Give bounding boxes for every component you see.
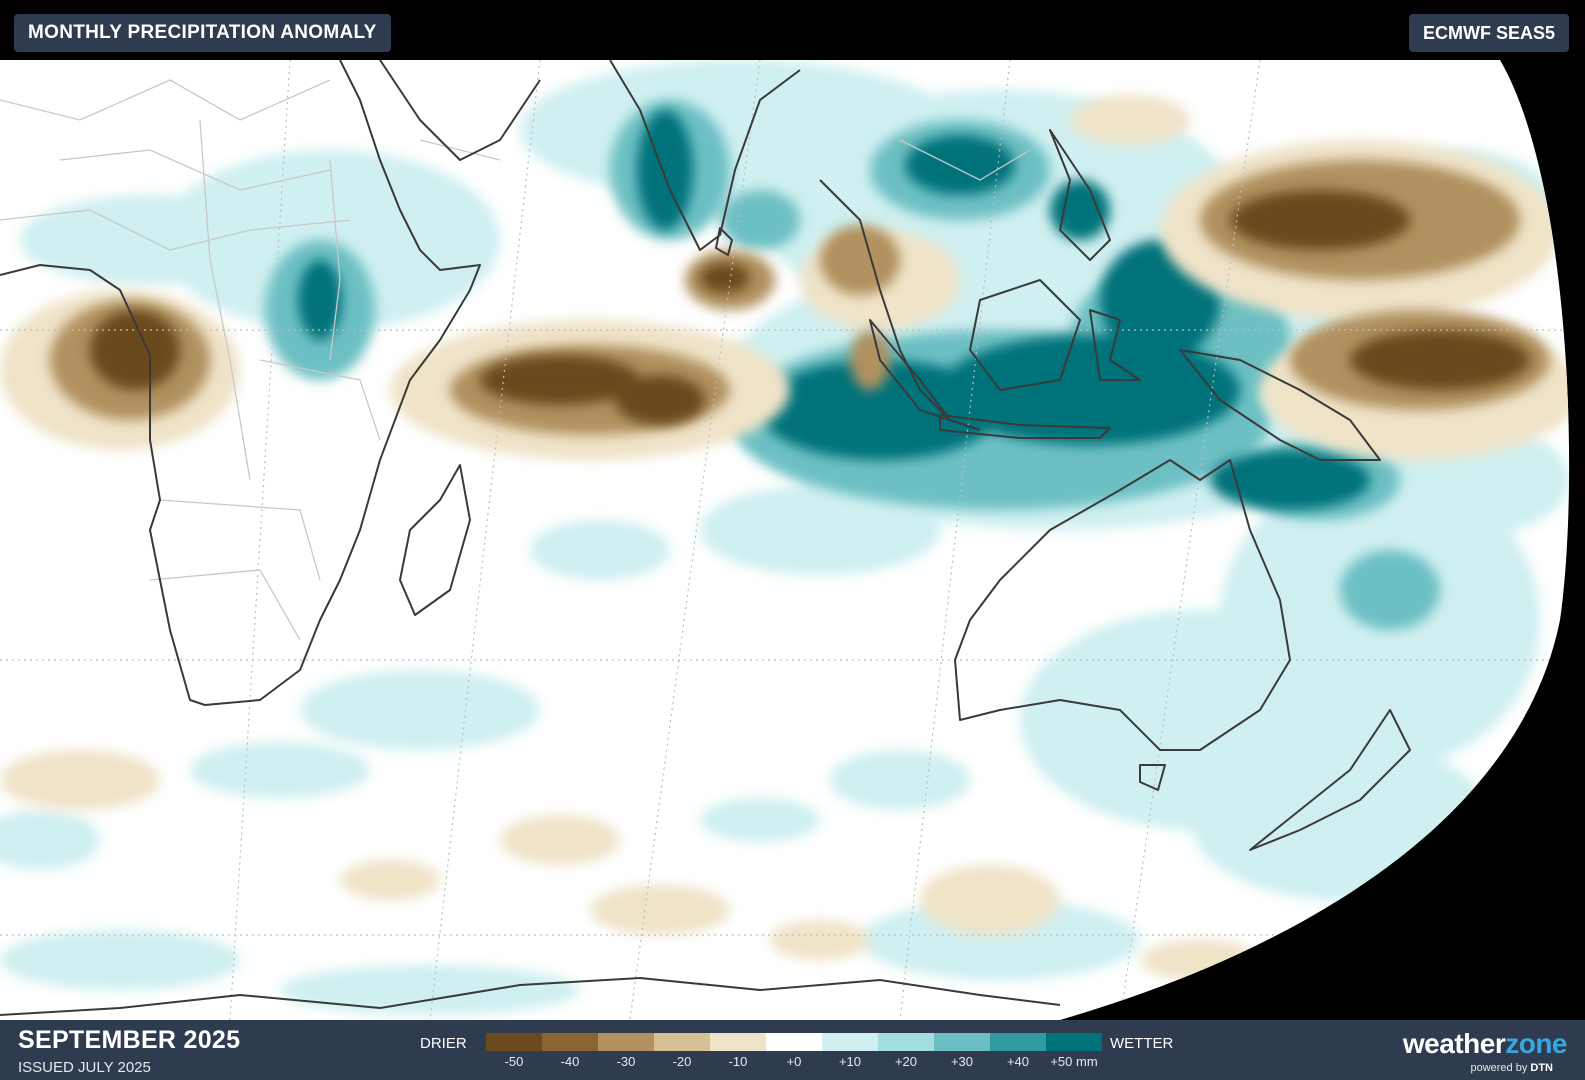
brand-name: weatherzone — [1402, 1028, 1568, 1060]
legend-swatch — [654, 1033, 710, 1051]
legend-swatch — [878, 1033, 934, 1051]
legend-swatch — [598, 1033, 654, 1051]
legend-swatch — [990, 1033, 1046, 1051]
header-bar: MONTHLY PRECIPITATION ANOMALY ECMWF SEAS… — [0, 0, 1585, 60]
legend-swatch — [822, 1033, 878, 1051]
powered-prefix: powered by — [1470, 1062, 1528, 1074]
precipitation-map — [0, 60, 1585, 1020]
legend-tick-label: +40 — [1006, 1054, 1030, 1069]
map-title: MONTHLY PRECIPITATION ANOMALY — [14, 14, 391, 52]
brand-logo: weatherzone powered by DTN — [1367, 1026, 1568, 1076]
strong-wet-anomalies — [298, 110, 1370, 510]
sri-lanka-coastline — [715, 227, 733, 256]
legend-swatch — [766, 1033, 822, 1051]
tasmania-coastline — [1139, 764, 1166, 791]
brand-name-part1: weather — [1402, 1028, 1506, 1059]
new-zealand-coastline — [1249, 709, 1411, 851]
legend-tick-label: -20 — [672, 1054, 692, 1069]
legend-swatch — [1046, 1033, 1102, 1051]
coastlines — [0, 60, 1411, 1016]
legend-swatches — [486, 1033, 1102, 1051]
legend-swatch — [542, 1033, 598, 1051]
legend-tick-label: +20 — [894, 1054, 918, 1069]
india-coastline — [609, 60, 801, 251]
new-guinea-coastline — [1179, 349, 1381, 461]
legend-drier-label: DRIER — [420, 1035, 467, 1052]
country-borders — [0, 79, 1031, 641]
legend-wetter-label: WETTER — [1110, 1035, 1174, 1052]
globe — [0, 60, 1570, 1020]
sumatra-coastline — [869, 319, 951, 421]
philippines-coastline — [1049, 129, 1111, 261]
legend-tick-label: +30 — [950, 1054, 974, 1069]
issued-date: ISSUED JULY 2025 — [18, 1059, 151, 1076]
legend: DRIER -50 -40 -30 -20 -10 +0 +10 +20 +30 +40 +50 m… — [420, 1030, 1180, 1074]
legend-swatch — [486, 1033, 542, 1051]
brand-powered-by: powered by DTN — [1470, 1062, 1553, 1074]
forecast-month: SEPTEMBER 2025 — [18, 1026, 241, 1054]
model-badge: ECMWF SEAS5 — [1408, 14, 1569, 52]
java-coastline — [939, 414, 1111, 439]
legend-tick-label: -10 — [728, 1054, 748, 1069]
legend-swatch — [710, 1033, 766, 1051]
antarctica-coastline — [0, 977, 1061, 1016]
legend-tick-label: +0 — [786, 1054, 802, 1069]
footer-bar: SEPTEMBER 2025 ISSUED JULY 2025 DRIER -5… — [0, 1020, 1585, 1080]
legend-tick-label: -50 — [504, 1054, 524, 1069]
madagascar-coastline — [399, 464, 471, 616]
powered-brand: DTN — [1530, 1062, 1553, 1074]
brand-name-part2: zone — [1505, 1028, 1567, 1059]
strong-dry-anomalies — [90, 190, 1530, 425]
australia-coastline — [954, 459, 1291, 751]
legend-tick-label: -40 — [560, 1054, 580, 1069]
legend-ticks: -50 -40 -30 -20 -10 +0 +10 +20 +30 +40 +50 mm — [486, 1054, 1102, 1072]
legend-tick-label: -30 — [616, 1054, 636, 1069]
sulawesi-coastline — [1089, 309, 1141, 381]
legend-swatch — [934, 1033, 990, 1051]
africa-coastline — [0, 60, 481, 706]
legend-tick-label: +50 mm — [1050, 1054, 1098, 1069]
red-sea-coastline — [379, 60, 541, 161]
borneo-coastline — [969, 279, 1081, 391]
legend-tick-label: +10 — [838, 1054, 862, 1069]
map-svg — [0, 60, 1585, 1020]
